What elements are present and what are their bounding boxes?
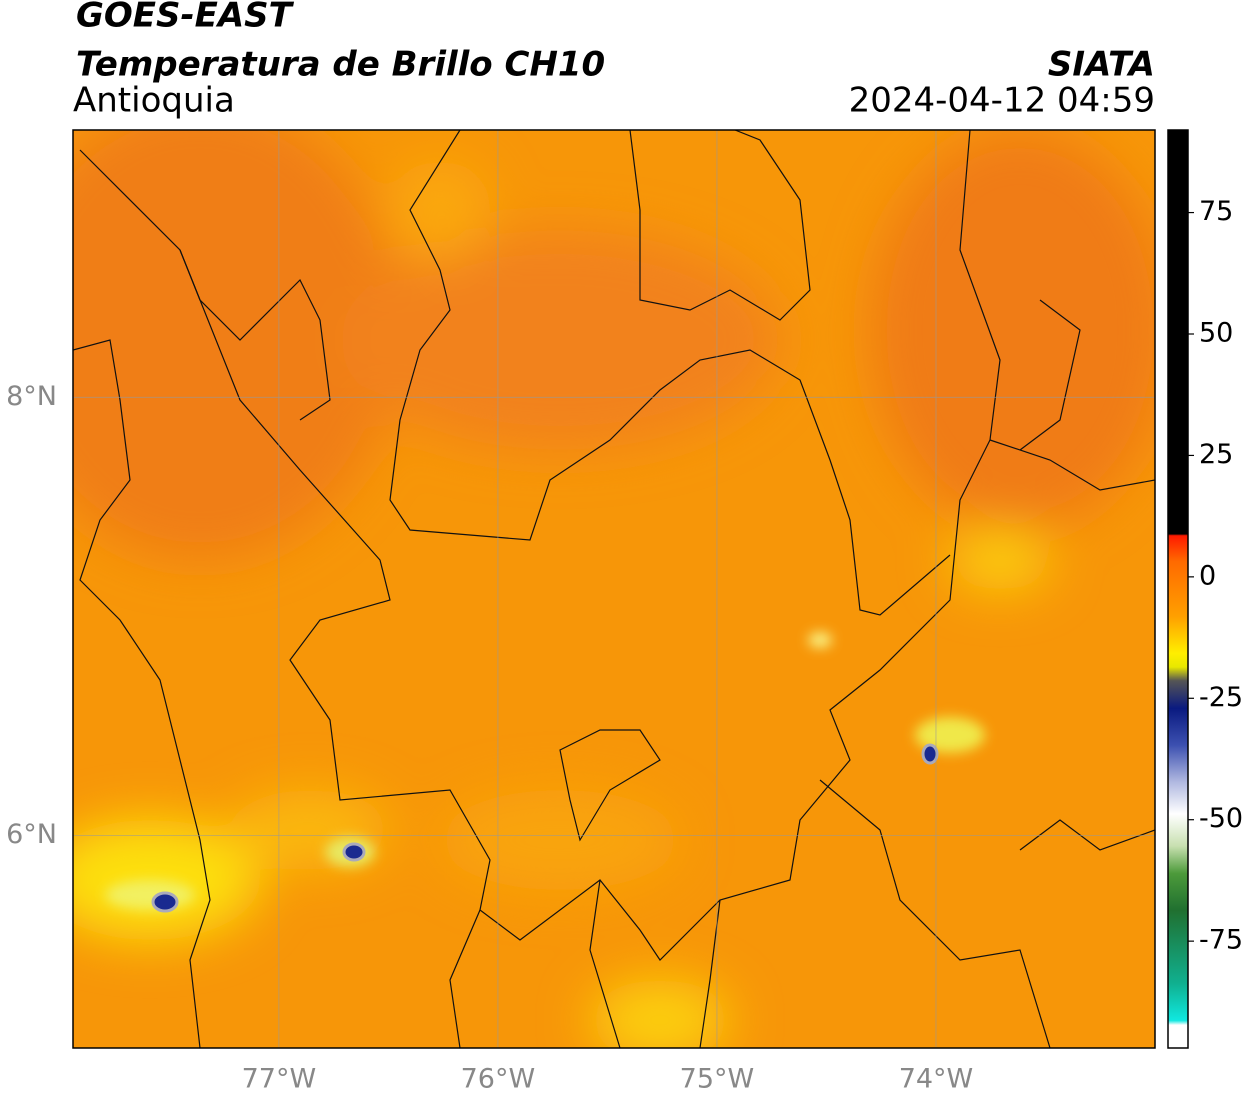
x-tick-label: 77°W	[242, 1064, 317, 1095]
x-tick-label: 74°W	[899, 1064, 974, 1095]
colorbar-tick-label: 75	[1199, 196, 1233, 227]
title: GOES-EAST	[76, 0, 295, 36]
y-tick-label: 6°N	[6, 819, 57, 850]
colorbar-tick-label: -75	[1199, 925, 1243, 956]
colorbar-tick-label: -25	[1199, 682, 1243, 713]
region: Antioquia	[73, 81, 235, 121]
colorbar-tick-label: 25	[1199, 439, 1233, 470]
colorbar	[1167, 129, 1189, 1049]
colorbar-tick-label: 50	[1199, 318, 1233, 349]
x-tick-label: 76°W	[461, 1064, 536, 1095]
map-image	[73, 130, 1155, 1048]
borders	[73, 130, 1155, 1048]
subtitle: Temperatura de Brillo CH10	[76, 45, 605, 85]
colorbar-tick-label: -50	[1199, 803, 1243, 834]
x-tick-label: 75°W	[680, 1064, 755, 1095]
temperature-field	[73, 130, 1155, 1048]
y-tick-label: 8°N	[6, 381, 57, 412]
colorbar-tick-label: 0	[1199, 560, 1216, 591]
axes: 77°W 76°W 75°W 74°W 6°N 8°N 75 50 25 0 -25 -50 -75	[6, 196, 1243, 1094]
timestamp: 2024-04-12 04:59	[849, 81, 1155, 121]
cold-spot	[151, 891, 179, 913]
source: SIATA	[1048, 45, 1155, 85]
cold-spot	[921, 743, 939, 765]
map-frame	[72, 129, 1156, 1049]
grid	[73, 130, 1155, 1048]
cold-spot	[342, 842, 366, 862]
